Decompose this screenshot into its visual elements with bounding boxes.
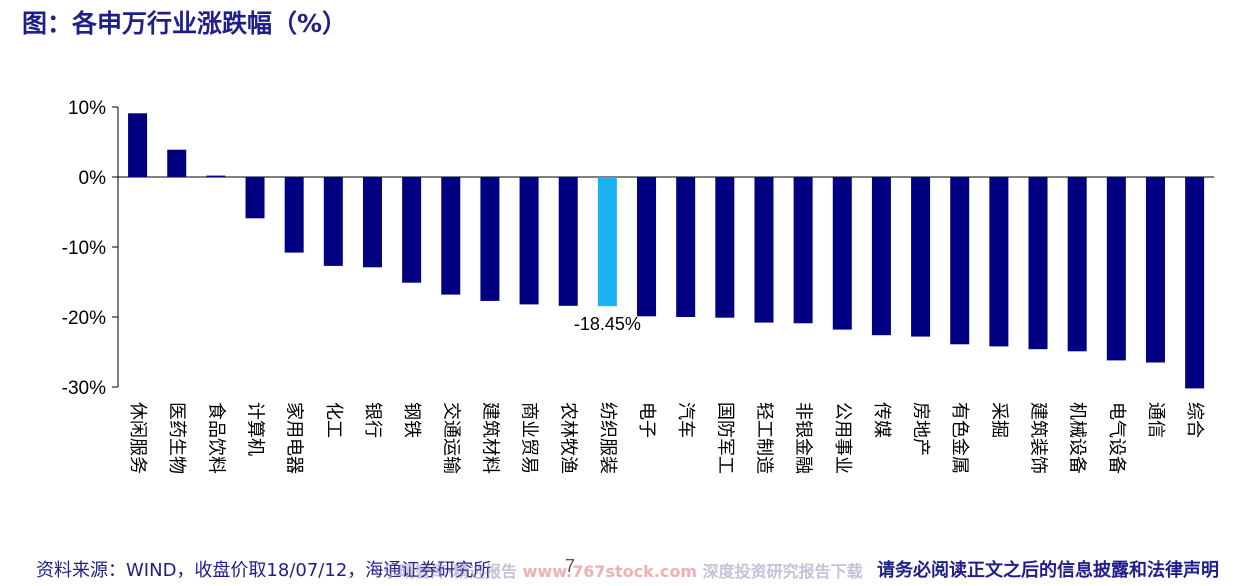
bar bbox=[754, 177, 774, 323]
bar bbox=[558, 177, 578, 306]
bar bbox=[128, 113, 148, 177]
bar bbox=[715, 177, 735, 318]
category-labels: 休闲服务 医药生物 食品饮料 计算机 家用电器 化工 银行 钢铁 交通运输 建筑材料 商业贸易 农林牧… bbox=[127, 402, 1205, 474]
data-label: -18.45% bbox=[574, 314, 641, 334]
bar bbox=[323, 177, 343, 266]
footer: 资料来源：WIND，收盘价取18/07/12，海通证券研究所 乐晴智库·精选报告… bbox=[0, 556, 1235, 586]
category-label: 交通运输 bbox=[440, 402, 461, 474]
category-label: 建筑装饰 bbox=[1028, 402, 1049, 474]
category-label: 建筑材料 bbox=[479, 402, 500, 474]
bar bbox=[362, 177, 382, 268]
bar bbox=[245, 177, 265, 219]
category-label: 钢铁 bbox=[401, 402, 422, 438]
footer-disclaimer: 请务必阅读正文之后的信息披露和法律声明 bbox=[877, 560, 1219, 581]
y-tick-label: -20% bbox=[62, 308, 106, 329]
bar bbox=[911, 177, 931, 337]
category-label: 电子 bbox=[636, 402, 657, 438]
bar bbox=[1106, 177, 1126, 361]
category-label: 非银金融 bbox=[793, 402, 814, 474]
page-number: 7 bbox=[565, 556, 576, 576]
category-label: 纺织服装 bbox=[597, 402, 618, 474]
category-label: 综合 bbox=[1184, 402, 1205, 438]
y-tick-label: 0% bbox=[79, 168, 107, 189]
category-label: 商业贸易 bbox=[519, 402, 540, 474]
annotations: -18.45% bbox=[574, 314, 641, 334]
bar bbox=[989, 177, 1009, 347]
category-label: 有色金属 bbox=[949, 402, 970, 474]
category-label: 食品饮料 bbox=[205, 402, 226, 474]
bar bbox=[597, 177, 617, 307]
category-label: 房地产 bbox=[910, 402, 931, 456]
bar bbox=[402, 177, 422, 283]
category-label: 电气设备 bbox=[1106, 402, 1127, 474]
bar bbox=[206, 175, 226, 177]
bar bbox=[871, 177, 891, 336]
bar bbox=[519, 177, 539, 305]
category-label: 休闲服务 bbox=[127, 402, 148, 474]
bar bbox=[637, 177, 657, 317]
bar bbox=[793, 177, 813, 324]
bar bbox=[1067, 177, 1087, 352]
watermark-url: www.767stock.com bbox=[522, 562, 697, 581]
watermark-brand: 乐晴智库·精选报告 bbox=[383, 562, 518, 581]
category-label: 传媒 bbox=[871, 402, 892, 438]
bars bbox=[128, 113, 1205, 389]
bar bbox=[950, 177, 970, 345]
category-label: 采掘 bbox=[988, 402, 1009, 438]
bar-chart: 10% 0% -10% -20% -30% 休闲服务 医药生物 食品饮料 计算机 家用电器 化工银… bbox=[62, 98, 1215, 474]
category-label: 国防军工 bbox=[714, 402, 735, 474]
footer-source: 资料来源：WIND，收盘价取18/07/12，海通证券研究所 bbox=[36, 560, 492, 581]
bar bbox=[832, 177, 852, 330]
bar bbox=[441, 177, 461, 295]
bar bbox=[1185, 177, 1205, 389]
category-label: 化工 bbox=[323, 402, 344, 438]
category-label: 汽车 bbox=[675, 402, 696, 438]
category-label: 计算机 bbox=[245, 402, 266, 456]
category-label: 家用电器 bbox=[284, 402, 305, 474]
bar bbox=[1145, 177, 1165, 363]
page-title: 图：各申万行业涨跌幅（%） bbox=[22, 9, 348, 38]
category-label: 公用事业 bbox=[832, 402, 853, 474]
category-label: 银行 bbox=[362, 402, 383, 438]
category-label: 通信 bbox=[1145, 402, 1166, 438]
footer-watermark: 乐晴智库·精选报告 www.767stock.com 深度投资研究报告下载 bbox=[383, 558, 863, 582]
watermark-tail: 深度投资研究报告下载 bbox=[702, 562, 863, 581]
bar bbox=[167, 149, 187, 177]
y-tick-label: -10% bbox=[62, 238, 106, 259]
bar bbox=[676, 177, 696, 317]
bar bbox=[1028, 177, 1048, 350]
y-tick-label: -30% bbox=[62, 378, 106, 399]
category-label: 医药生物 bbox=[166, 402, 187, 474]
bar bbox=[284, 177, 304, 253]
category-label: 机械设备 bbox=[1067, 402, 1088, 474]
bar bbox=[480, 177, 500, 301]
category-label: 农林牧渔 bbox=[558, 402, 579, 474]
category-label: 轻工制造 bbox=[753, 402, 774, 474]
y-tick-label: 10% bbox=[68, 98, 106, 119]
